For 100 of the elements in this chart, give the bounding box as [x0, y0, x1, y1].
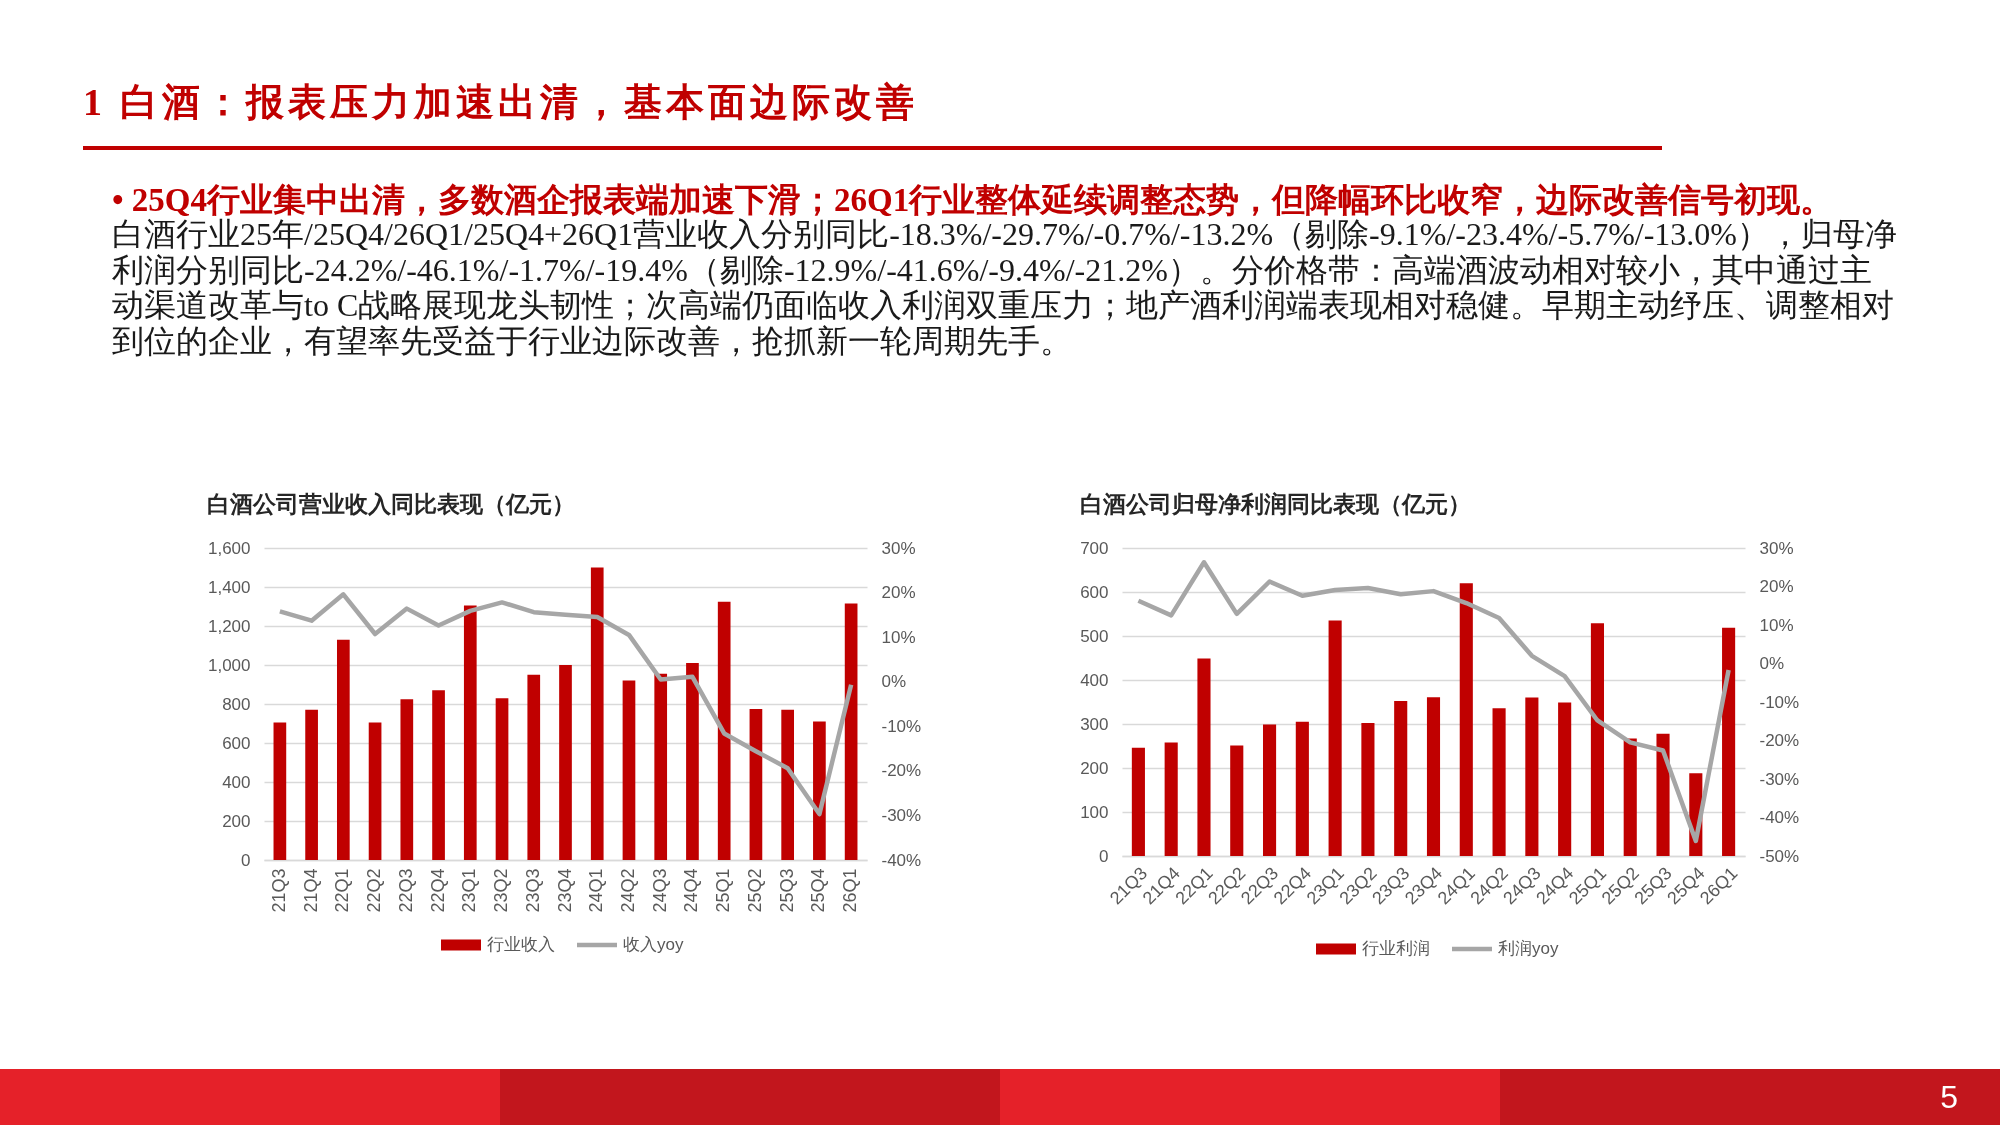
- y2-tick-label: 0%: [1759, 654, 1785, 673]
- bar: [813, 721, 826, 860]
- line-series: [1136, 560, 1731, 844]
- legend-label: 收入yoy: [623, 935, 684, 954]
- x-tick-label: 25Q2: [744, 868, 765, 913]
- bar: [717, 601, 731, 860]
- bar: [781, 709, 795, 860]
- x-tick-label: 23Q1: [459, 868, 480, 913]
- x-tick-label: 22Q2: [364, 868, 385, 913]
- x-tick-label: 23Q4: [554, 868, 575, 913]
- y2-tick-label: -40%: [1759, 808, 1800, 827]
- y-tick-label: 500: [1080, 626, 1109, 646]
- y-tick-label: 1,400: [207, 577, 251, 597]
- y-tick-label: 1,600: [207, 538, 251, 558]
- bar: [1197, 658, 1211, 856]
- bar: [749, 708, 763, 860]
- y-tick-label: 0: [241, 850, 251, 870]
- y2-tick-label: 0%: [881, 672, 907, 692]
- bar: [463, 605, 477, 860]
- bar: [368, 722, 382, 860]
- y-tick-label: 1,200: [207, 616, 251, 636]
- chart-title: 白酒公司归母净利润同比表现（亿元）: [1079, 491, 1471, 517]
- y2-tick-label: -20%: [881, 761, 922, 781]
- text: • 25Q4行业集中出清，多数酒企报表端加速下滑；26Q1行业整体延续调整态势，但降幅环比收窄，边际改善信号初现。: [112, 181, 1834, 218]
- bar: [1131, 747, 1145, 856]
- bar: [305, 709, 318, 860]
- bar: [1590, 623, 1605, 856]
- y-tick-label: 200: [1080, 758, 1109, 778]
- bar: [1262, 724, 1277, 856]
- x-tick-label: 22Q3: [395, 868, 416, 913]
- y2-tick-label: -40%: [881, 850, 922, 870]
- x-tick-label: 21Q4: [300, 868, 321, 913]
- bar: [495, 698, 509, 860]
- y-tick-label: 1,000: [207, 655, 251, 675]
- y-tick-label: 700: [1080, 538, 1109, 558]
- y-tick-label: 0: [1099, 846, 1109, 866]
- text: 5: [1940, 1078, 1958, 1117]
- bar: [1426, 697, 1441, 856]
- x-tick-label: 23Q2: [491, 868, 512, 913]
- y2-tick-label: 30%: [1759, 538, 1794, 558]
- bar: [336, 639, 350, 860]
- bar: [1623, 738, 1637, 856]
- bar: [1558, 702, 1572, 856]
- x-tick-label: 24Q3: [649, 868, 670, 913]
- y2-tick-label: 30%: [881, 538, 916, 558]
- bar: [622, 680, 636, 860]
- x-tick-label: 23Q3: [522, 868, 543, 913]
- legend-label: 利润yoy: [1498, 939, 1559, 958]
- x-tick-label: 24Q1: [586, 868, 607, 913]
- x-tick-label: 25Q4: [808, 868, 829, 913]
- y-tick-label: 100: [1080, 802, 1109, 822]
- bar: [654, 673, 668, 860]
- bar: [1525, 697, 1539, 856]
- chart-title: 白酒公司营业收入同比表现（亿元）: [207, 491, 576, 517]
- bar: [400, 699, 414, 860]
- bar: [559, 665, 572, 860]
- y-tick-label: 200: [222, 811, 251, 831]
- x-tick-label: 21Q3: [268, 868, 289, 913]
- y-tick-label: 400: [222, 772, 251, 792]
- bar: [1164, 742, 1178, 856]
- legend-label: 行业利润: [1362, 939, 1430, 958]
- y2-tick-label: -30%: [881, 805, 922, 825]
- bar: [527, 674, 541, 860]
- x-tick-label: 24Q4: [681, 868, 702, 913]
- x-tick-label: 25Q3: [776, 868, 797, 913]
- bar: [844, 603, 858, 860]
- x-tick-label: 24Q2: [617, 868, 638, 913]
- text: 白酒行业25年/25Q4/26Q1/25Q4+26Q1营业收入分别同比-18.3%/-29.7%/-0.7%/-13.2%（剔除-9.1%/-23.4%/-5.7%/-13.0%），归母净利润分别同比-24.2%/-46.1%/-1.7%/-19.4%（剔除-12.9%/-41.6%/-9.4%/-21.2%）。分价格带：高端酒波动相对较小，其中通过主动渠道改革与to C战略展现龙头韧性；次高端仍面临收入利润双重压力；地产酒利润端表现相对稳健。早期主动纾压、调整相对到位的企业，有望率先受益于行业边际改善，抢抓新一轮周期先手。: [112, 216, 1897, 360]
- text: 1 白酒：报表压力加速出清，基本面边际改善: [83, 80, 918, 125]
- y2-tick-label: -20%: [1759, 731, 1800, 750]
- bar: [1361, 723, 1375, 856]
- bar: [1295, 721, 1309, 856]
- x-tick-label: 25Q1: [713, 868, 734, 913]
- y-tick-label: 800: [222, 694, 251, 714]
- y2-tick-label: -10%: [1759, 692, 1800, 712]
- y2-tick-label: 10%: [1759, 615, 1794, 635]
- y2-tick-label: 20%: [881, 583, 916, 603]
- legend-label: 行业收入: [487, 935, 555, 954]
- bar: [1394, 701, 1408, 856]
- y2-tick-label: -10%: [881, 716, 922, 736]
- bar: [1722, 627, 1736, 856]
- y-tick-label: 600: [1080, 582, 1109, 602]
- y-tick-label: 600: [222, 733, 251, 753]
- line-series: [277, 592, 854, 817]
- bar: [1328, 620, 1342, 856]
- bar: [1492, 708, 1506, 856]
- x-tick-label: 26Q1: [840, 868, 861, 913]
- bar: [1230, 745, 1244, 856]
- y-tick-label: 400: [1080, 670, 1109, 690]
- bar: [1459, 583, 1473, 856]
- y2-tick-label: -50%: [1759, 846, 1800, 866]
- y2-tick-label: 10%: [881, 627, 916, 647]
- bar: [590, 567, 604, 860]
- bar: [432, 690, 445, 860]
- x-tick-label: 22Q1: [332, 868, 353, 913]
- bar: [686, 663, 699, 860]
- x-tick-label: 22Q4: [427, 868, 448, 913]
- bar: [1656, 733, 1670, 856]
- y2-tick-label: -30%: [1759, 769, 1800, 789]
- y-tick-label: 300: [1080, 714, 1109, 734]
